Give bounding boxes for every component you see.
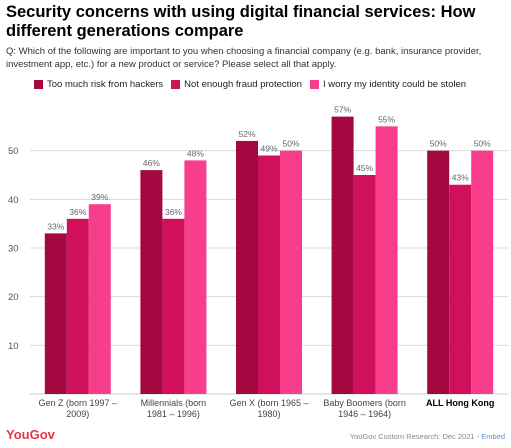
legend-label-hackers: Too much risk from hackers bbox=[47, 79, 164, 90]
x-category-label-3: Gen X (born 1965 –1980) bbox=[229, 398, 308, 419]
legend-item-hackers[interactable]: Too much risk from hackers bbox=[34, 79, 163, 90]
chart-title: Security concerns with using digital fin… bbox=[6, 3, 476, 40]
bar-1-series-3 bbox=[88, 204, 111, 394]
y-tick-label-20: 20 bbox=[8, 292, 19, 303]
legend-item-identity-stolen[interactable]: I worry my identity could be stolen bbox=[309, 79, 467, 90]
legend-swatch-hackers bbox=[34, 80, 43, 89]
source-text: YouGov Custom Research: Dec 2021 - bbox=[349, 432, 482, 441]
bar-2-series-1 bbox=[140, 170, 163, 394]
bar-1-series-1 bbox=[44, 233, 67, 394]
x-category-label-5-line-1: ALL Hong Kong bbox=[426, 398, 494, 408]
data-label-1-series-3: 39% bbox=[91, 192, 108, 202]
x-category-label-4: Baby Boomers (born 1946 – 1964) bbox=[323, 398, 406, 419]
data-label-3-series-1: 52% bbox=[238, 129, 255, 139]
legend-swatch-identity-stolen bbox=[309, 80, 319, 89]
bar-4-series-2 bbox=[353, 175, 376, 394]
data-label-5-series-2: 43% bbox=[452, 173, 469, 183]
legend-label-identity-stolen: I worry my identity could be stolen bbox=[322, 79, 467, 90]
y-tick-label-50: 50 bbox=[8, 146, 19, 157]
yougov-logo[interactable]: YouGov bbox=[6, 427, 55, 442]
data-label-2-series-2: 36% bbox=[165, 207, 182, 217]
x-category-label-2: Millennials (born 1981 – 1996) bbox=[141, 398, 207, 419]
bar-4-series-1 bbox=[331, 116, 354, 394]
y-tick-label-40: 40 bbox=[8, 195, 19, 206]
bar-chart: 10 20 30 40 50 33% 36% 39% Gen Z (born 1997 –200… bbox=[8, 105, 508, 419]
bar-3-series-3 bbox=[280, 150, 302, 394]
x-category-label-4-line-1: Baby Boomers (born bbox=[323, 398, 406, 408]
x-category-label-4-line-2: 1946 – 1964) bbox=[338, 409, 391, 419]
embed-link[interactable]: Embed bbox=[481, 432, 505, 441]
legend-label-fraud-protection: Not enough fraud protection bbox=[184, 79, 302, 90]
data-label-1-series-2: 36% bbox=[69, 207, 86, 217]
data-label-3-series-2: 49% bbox=[260, 144, 277, 154]
bar-4-series-3 bbox=[375, 126, 398, 394]
x-category-label-1-line-2: 2009) bbox=[66, 409, 89, 419]
chart-legend: Too much risk from hackers Not enough fr… bbox=[34, 79, 474, 90]
x-category-label-1: Gen Z (born 1997 –2009) bbox=[39, 398, 118, 419]
bar-3-series-2 bbox=[258, 155, 280, 394]
data-label-1-series-1: 33% bbox=[47, 221, 64, 231]
legend-item-fraud-protection[interactable]: Not enough fraud protection bbox=[171, 79, 302, 90]
x-category-label-2-line-1: Millennials (born bbox=[141, 398, 207, 408]
bar-3-series-1 bbox=[236, 140, 258, 394]
data-label-4-series-3: 55% bbox=[378, 114, 395, 124]
x-category-label-1-line-1: Gen Z (born 1997 – bbox=[39, 398, 118, 408]
x-category-label-2-line-2: 1981 – 1996) bbox=[147, 409, 200, 419]
source-note: YouGov Custom Research: Dec 2021 - Embed bbox=[350, 432, 505, 441]
data-label-3-series-3: 50% bbox=[282, 139, 299, 149]
y-tick-label-10: 10 bbox=[8, 341, 19, 352]
bar-5-series-3 bbox=[471, 150, 494, 394]
data-label-2-series-1: 46% bbox=[143, 158, 160, 168]
data-label-5-series-3: 50% bbox=[474, 139, 491, 149]
x-category-label-3-line-2: 1980) bbox=[257, 409, 280, 419]
x-category-label-3-line-1: Gen X (born 1965 – bbox=[229, 398, 308, 408]
bar-5-series-2 bbox=[449, 184, 472, 394]
data-label-4-series-1: 57% bbox=[334, 105, 351, 115]
bar-5-series-1 bbox=[427, 150, 450, 394]
bar-2-series-3 bbox=[184, 160, 207, 394]
data-label-4-series-2: 45% bbox=[356, 163, 373, 173]
bar-1-series-2 bbox=[66, 218, 89, 394]
data-label-2-series-3: 48% bbox=[187, 148, 204, 158]
survey-question: Q: Which of the following are important … bbox=[6, 46, 482, 70]
data-label-5-series-1: 50% bbox=[430, 139, 447, 149]
y-tick-label-30: 30 bbox=[8, 244, 19, 255]
legend-swatch-fraud-protection bbox=[171, 80, 181, 89]
bar-2-series-2 bbox=[162, 218, 185, 394]
x-category-label-5: ALL Hong Kong bbox=[426, 398, 494, 408]
